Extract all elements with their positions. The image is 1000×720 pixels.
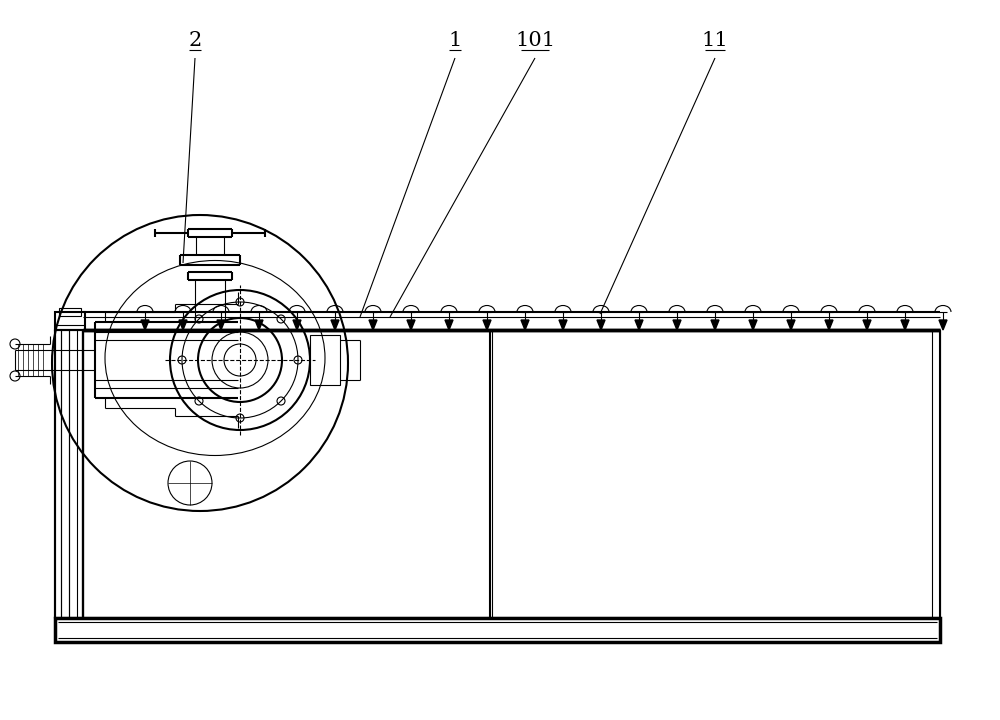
Polygon shape [407,320,415,330]
Polygon shape [521,320,529,330]
Bar [932,330,940,618]
Polygon shape [749,320,757,330]
Polygon shape [635,320,643,330]
Polygon shape [331,320,339,330]
Polygon shape [141,320,149,330]
Polygon shape [179,320,187,330]
Polygon shape [445,320,453,330]
Text: 2: 2 [188,31,202,50]
Polygon shape [863,320,871,330]
Polygon shape [255,320,263,330]
Bar [55,618,940,642]
Polygon shape [901,320,909,330]
Bar [55,312,85,330]
Polygon shape [673,320,681,330]
Polygon shape [711,320,719,330]
Polygon shape [483,320,491,330]
Polygon shape [369,320,377,330]
Text: 1: 1 [448,31,462,50]
Bar [59,308,81,316]
Text: 11: 11 [702,31,728,50]
Text: 101: 101 [515,31,555,50]
Bar [55,330,83,618]
Polygon shape [597,320,605,330]
Polygon shape [559,320,567,330]
Polygon shape [825,320,833,330]
Polygon shape [939,320,947,330]
Polygon shape [217,320,225,330]
Polygon shape [787,320,795,330]
Polygon shape [293,320,301,330]
Bar [310,335,340,385]
